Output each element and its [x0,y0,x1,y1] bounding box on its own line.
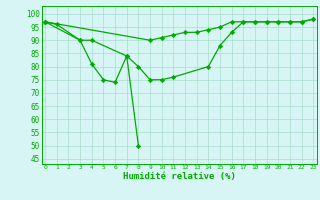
X-axis label: Humidité relative (%): Humidité relative (%) [123,172,236,181]
